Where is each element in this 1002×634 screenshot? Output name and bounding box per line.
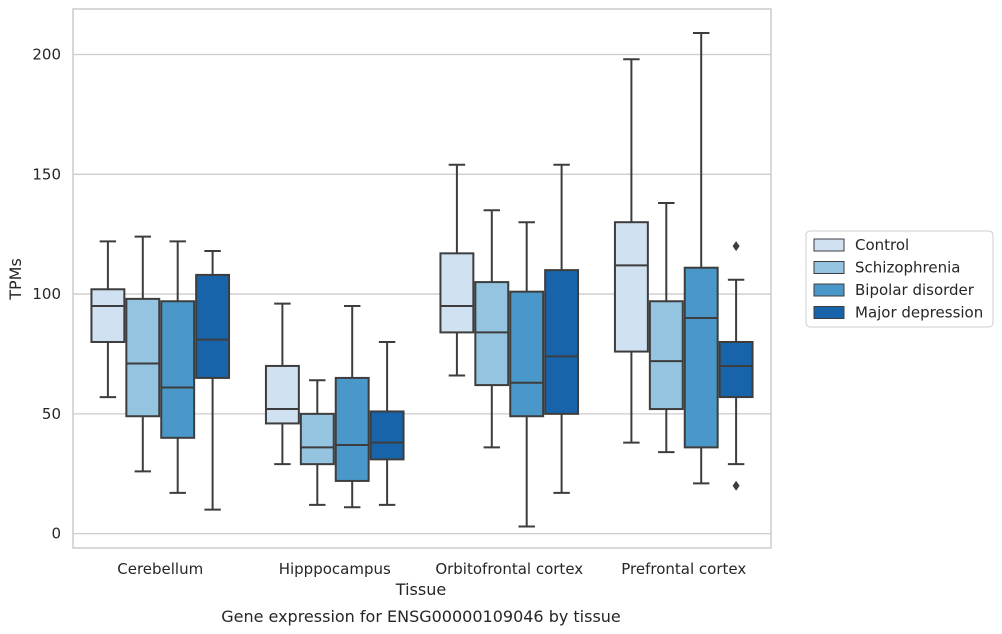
box-3-0 bbox=[613, 58, 649, 444]
box-2-2 bbox=[509, 221, 545, 528]
y-tick-label: 200 bbox=[32, 46, 61, 64]
boxes bbox=[90, 31, 754, 528]
x-tick-label: Cerebellum bbox=[117, 560, 203, 578]
legend-items: Control Schizophrenia Bipolar disorder Majo… bbox=[813, 236, 983, 322]
legend-label: Control bbox=[855, 236, 909, 254]
legend-swatch bbox=[813, 238, 845, 252]
box-0-0 bbox=[90, 240, 126, 399]
chart-title: Gene expression for ENSG00000109046 by t… bbox=[221, 607, 621, 626]
box-iqr bbox=[683, 266, 719, 449]
box-0-2 bbox=[160, 240, 196, 494]
y-tick-label: 150 bbox=[32, 165, 61, 183]
y-tick-label: 100 bbox=[32, 285, 61, 303]
box-1-0 bbox=[264, 302, 300, 466]
box-0-3 bbox=[195, 249, 231, 511]
y-tick-label: 50 bbox=[42, 405, 61, 423]
box-iqr bbox=[90, 288, 126, 343]
box-1-1 bbox=[299, 379, 335, 506]
x-axis-label: Tissue bbox=[395, 580, 446, 599]
box-iqr bbox=[648, 300, 684, 411]
box-3-2 bbox=[683, 31, 719, 485]
box-iqr bbox=[718, 340, 754, 399]
plot-area bbox=[72, 8, 772, 549]
x-tick-label: Hipppocampus bbox=[279, 560, 391, 578]
box-iqr bbox=[299, 412, 335, 466]
box-iqr bbox=[334, 376, 370, 482]
box-iqr bbox=[474, 281, 510, 387]
box-iqr bbox=[509, 290, 545, 418]
y-tick-label: 0 bbox=[51, 525, 61, 543]
box-iqr bbox=[439, 252, 475, 334]
legend-swatch bbox=[813, 261, 845, 274]
legend-label: Major depression bbox=[855, 304, 983, 322]
box-iqr bbox=[125, 297, 161, 418]
box-iqr bbox=[195, 273, 231, 379]
x-tick-label: Prefrontal cortex bbox=[621, 560, 746, 578]
box-2-1 bbox=[474, 209, 510, 449]
legend-label: Schizophrenia bbox=[855, 259, 960, 277]
y-axis-ticks: 0 50 100 150 200 bbox=[32, 46, 61, 543]
box-1-3 bbox=[369, 340, 405, 506]
legend-label: Bipolar disorder bbox=[855, 281, 975, 299]
box-3-1 bbox=[648, 202, 684, 454]
legend-frame bbox=[805, 230, 994, 328]
x-axis-ticks: Cerebellum Hipppocampus Orbitofrontal cort… bbox=[117, 560, 746, 578]
box-iqr bbox=[369, 410, 405, 461]
y-axis-label: TPMs bbox=[6, 258, 25, 301]
x-tick-label: Orbitofrontal cortex bbox=[435, 560, 583, 578]
box-iqr bbox=[264, 364, 300, 425]
outlier-point bbox=[732, 241, 740, 252]
box-iqr bbox=[160, 300, 196, 439]
box-2-0 bbox=[439, 163, 475, 377]
box-2-3 bbox=[544, 163, 580, 494]
legend-swatch bbox=[813, 306, 845, 319]
outlier-point bbox=[732, 480, 740, 491]
legend: Control Schizophrenia Bipolar disorder Majo… bbox=[805, 230, 994, 328]
box-3-3 bbox=[718, 241, 754, 491]
box-iqr bbox=[544, 269, 580, 415]
box-0-1 bbox=[125, 235, 161, 473]
box-1-2 bbox=[334, 305, 370, 509]
box-iqr bbox=[613, 221, 649, 353]
legend-swatch bbox=[813, 283, 845, 297]
